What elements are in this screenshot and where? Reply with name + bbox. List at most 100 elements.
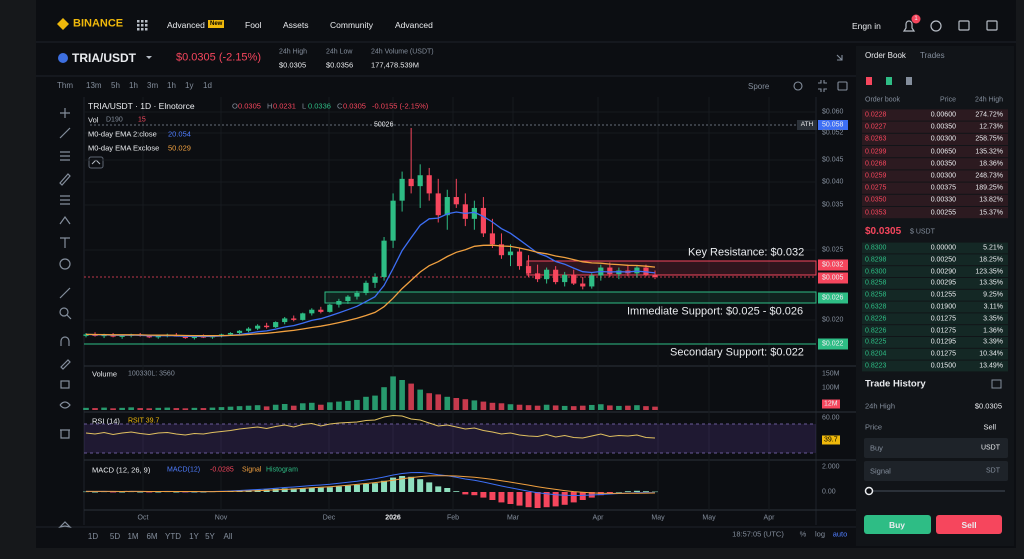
collapse-button[interactable] xyxy=(88,156,104,169)
chart-tool-icons[interactable] xyxy=(793,54,848,92)
nav-item[interactable]: Assets xyxy=(283,19,309,30)
macd-hist xyxy=(399,476,406,492)
notif-count: 1 xyxy=(914,16,918,22)
macd-hist xyxy=(290,488,297,492)
macd-tick: 0.00 xyxy=(822,488,836,496)
book-amount: 0.00250 xyxy=(930,256,956,264)
volume-bar xyxy=(128,407,134,410)
candle-body xyxy=(318,309,324,312)
nav-item[interactable]: Community xyxy=(330,19,373,30)
apps-icon[interactable] xyxy=(137,20,148,31)
scale-option[interactable]: log xyxy=(814,529,826,539)
range-button[interactable]: YTD xyxy=(165,532,181,541)
price-tick: $0.060 xyxy=(822,108,844,116)
rsi-tick: 60.00 xyxy=(822,414,840,422)
book-price: 0.8258 xyxy=(865,291,887,299)
price-tick: $0.020 xyxy=(822,316,844,324)
macd-hist xyxy=(579,492,586,500)
ath-tag-bg xyxy=(797,120,817,130)
ema-value: 20.054 xyxy=(168,129,191,139)
range-button[interactable]: 5D xyxy=(109,532,121,541)
depth-row xyxy=(862,242,1008,254)
book-total: 18.25% xyxy=(979,256,1003,264)
input-placeholder[interactable]: Signal xyxy=(870,466,891,476)
coin-icon xyxy=(58,53,68,63)
candle-body xyxy=(83,334,89,336)
interval[interactable]: 3m xyxy=(147,81,159,90)
scale-option[interactable]: % xyxy=(799,529,807,539)
nav-item[interactable]: Advanced xyxy=(395,19,433,30)
interval[interactable]: 1h xyxy=(129,81,138,90)
candle-body xyxy=(236,330,243,333)
depth-row xyxy=(862,146,1008,158)
time-tick: May xyxy=(702,514,716,522)
volume-bar xyxy=(336,401,342,410)
buy-input[interactable] xyxy=(864,438,1008,458)
volume-bar xyxy=(308,402,315,410)
buy-button[interactable]: Buy xyxy=(888,519,906,530)
book-amount: 0.01255 xyxy=(930,291,956,299)
history-icon[interactable] xyxy=(991,379,1002,389)
symbol[interactable]: TRIA/USDT xyxy=(72,51,136,65)
book-price: 0.8300 xyxy=(865,244,887,252)
buy-button-bg[interactable] xyxy=(864,515,931,534)
macd-hist xyxy=(326,487,333,492)
volume-bar xyxy=(498,403,505,410)
side-select[interactable]: Sell xyxy=(983,422,996,432)
ohlc-value: 0.0305 xyxy=(343,101,366,111)
range-button[interactable]: 1D xyxy=(87,532,99,541)
drawing-tools[interactable] xyxy=(58,108,72,528)
volume-bar xyxy=(480,401,487,410)
ohlc-value: 0.0305 xyxy=(238,101,261,111)
interval[interactable]: 1h xyxy=(167,81,176,90)
input-placeholder[interactable]: Buy xyxy=(870,443,883,453)
tab[interactable]: Trades xyxy=(920,51,945,60)
top-icons[interactable] xyxy=(902,20,998,32)
nav-item[interactable]: Fool xyxy=(245,19,262,30)
volume-bar xyxy=(209,407,216,410)
ohlc-change: -0.0155 (-2.15%) xyxy=(372,101,429,111)
book-layout-icons[interactable] xyxy=(866,77,912,85)
ohlc-value: 0.0336 xyxy=(308,101,331,111)
range-button[interactable]: 1M xyxy=(127,532,139,541)
depth-row xyxy=(862,158,1008,170)
language[interactable]: Engn in xyxy=(852,20,881,31)
volume-bar xyxy=(453,398,460,410)
macd-hist xyxy=(200,492,207,493)
macd-hist xyxy=(516,492,523,506)
macd-hist xyxy=(362,484,369,492)
book-total: 123.35% xyxy=(975,268,1003,276)
candle-body xyxy=(327,304,333,312)
interval[interactable]: 1y xyxy=(185,81,194,90)
caret[interactable] xyxy=(146,56,152,59)
range-button[interactable]: 1Y xyxy=(189,532,199,541)
interval[interactable]: 5h xyxy=(111,81,120,90)
candle-body xyxy=(643,267,649,275)
volume-bar xyxy=(146,408,153,410)
book-amount: 0.00290 xyxy=(930,268,956,276)
slider-knob[interactable] xyxy=(864,486,874,496)
sell-button-bg[interactable] xyxy=(936,515,1002,534)
range-button[interactable]: 6M xyxy=(146,532,158,541)
rsi-line xyxy=(85,414,656,439)
scale-option[interactable]: auto xyxy=(832,529,848,539)
volume-bar xyxy=(507,404,514,410)
price-tag: $0.022 xyxy=(822,340,844,348)
candle-body xyxy=(444,197,450,216)
time-tick: Apr xyxy=(763,514,775,522)
signal-input[interactable] xyxy=(864,461,1008,481)
nav-item[interactable]: Advanced xyxy=(167,19,205,30)
chart-type[interactable]: Spore xyxy=(748,82,770,91)
volume-bar xyxy=(182,408,189,410)
book-amount: 0.00350 xyxy=(930,123,956,131)
tab[interactable]: Order Book xyxy=(865,51,906,60)
range-button[interactable]: All xyxy=(223,532,233,541)
volume-bar xyxy=(598,404,604,410)
range-button[interactable]: 5Y xyxy=(205,532,215,541)
interval[interactable]: 1d xyxy=(203,81,212,90)
sell-button[interactable]: Sell xyxy=(961,519,977,530)
interval[interactable]: 13m xyxy=(86,81,102,90)
interval[interactable]: Thm xyxy=(57,81,73,90)
macd-hist xyxy=(615,492,622,493)
candle-body xyxy=(273,322,279,328)
